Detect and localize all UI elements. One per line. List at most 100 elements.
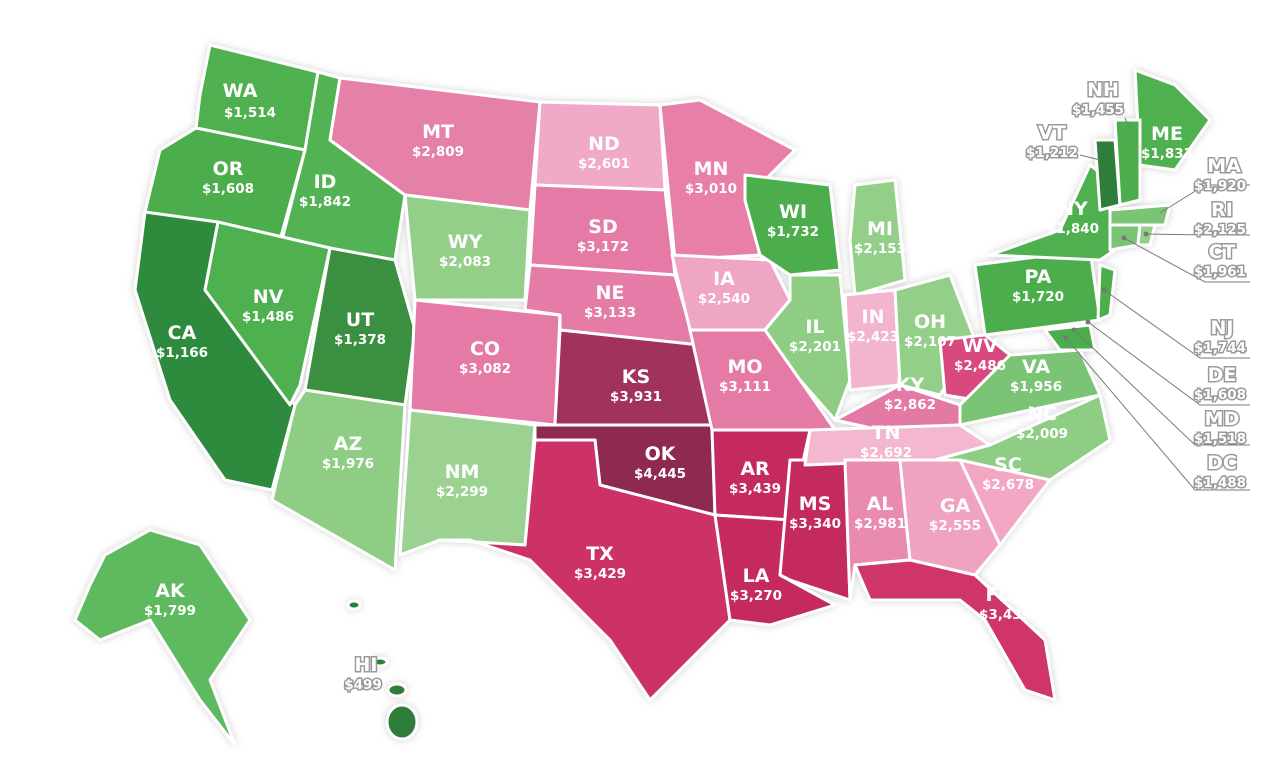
leader-dc	[1065, 337, 1250, 491]
label-nh-value: $1,455	[1072, 102, 1124, 118]
state-shape-fl[interactable]	[853, 558, 1057, 702]
leader-vt	[1079, 154, 1101, 161]
label-ny-abbr: NY	[1058, 198, 1088, 220]
label-ks-value: $3,931	[610, 389, 662, 405]
label-id-abbr: ID	[314, 171, 337, 193]
state-labels: WA $1,514 OR $1,608 CA $1,166 ID $1,842 …	[144, 80, 1193, 695]
label-dc-abbr: DC	[1207, 452, 1237, 474]
state-shape-hi-maui[interactable]	[386, 682, 408, 698]
state-shape-ma[interactable]	[1108, 203, 1172, 227]
label-in-abbr: IN	[862, 306, 885, 328]
label-co-value: $3,082	[459, 361, 511, 377]
leader-de	[1087, 321, 1250, 406]
state-shape-va[interactable]	[958, 348, 1102, 427]
label-oh-abbr: OH	[914, 311, 946, 333]
label-ia-abbr: IA	[713, 268, 735, 290]
label-nc-value: $2,009	[1016, 426, 1068, 442]
leader-ct	[1123, 237, 1250, 283]
state-shape-ak[interactable]	[73, 528, 252, 747]
label-va-value: $1,956	[1010, 379, 1062, 395]
label-tx-abbr: TX	[586, 543, 614, 565]
label-la-abbr: LA	[743, 565, 770, 587]
state-shape-mo[interactable]	[688, 328, 837, 432]
label-ne-value: $3,133	[584, 305, 636, 321]
label-ut-abbr: UT	[346, 309, 374, 331]
leader-nh	[1124, 117, 1131, 131]
state-shape-ga[interactable]	[898, 458, 1002, 577]
label-ia-value: $2,540	[698, 291, 750, 307]
label-az-value: $1,976	[322, 456, 374, 472]
state-shape-nj[interactable]	[1096, 263, 1117, 322]
label-ak-abbr: AK	[155, 580, 186, 602]
label-id-value: $1,842	[299, 194, 351, 210]
label-or-value: $1,608	[202, 181, 254, 197]
label-wa-abbr: WA	[223, 80, 258, 102]
label-nj-abbr: NJ	[1211, 317, 1234, 339]
label-de-value: $1,608	[1194, 387, 1246, 403]
label-ct-value: $1,961	[1194, 264, 1246, 280]
state-shape-ut[interactable]	[303, 246, 417, 407]
label-nm-abbr: NM	[445, 461, 480, 483]
label-ma-abbr: MA	[1207, 155, 1241, 177]
label-ct-abbr: CT	[1209, 241, 1236, 263]
label-va-abbr: VA	[1022, 356, 1050, 378]
label-mo-abbr: MO	[727, 356, 762, 378]
label-ut-value: $1,378	[334, 332, 386, 348]
label-vt-value: $1,212	[1026, 145, 1078, 161]
label-nv-value: $1,486	[242, 309, 294, 325]
label-az-abbr: AZ	[334, 433, 362, 455]
state-shape-hi-big[interactable]	[385, 703, 419, 741]
label-ri-value: $2,125	[1194, 222, 1246, 238]
label-ca-abbr: CA	[168, 322, 197, 344]
state-shape-az[interactable]	[270, 388, 407, 572]
state-shape-ny[interactable]	[988, 163, 1117, 262]
state-shape-hi-kauai[interactable]	[346, 599, 362, 611]
label-nm-value: $2,299	[436, 484, 488, 500]
label-wv-value: $2,486	[954, 358, 1006, 374]
label-nj-value: $1,744	[1194, 340, 1246, 356]
label-mt-value: $2,809	[412, 144, 464, 160]
label-ok-value: $4,445	[634, 466, 686, 482]
label-ny-value: $1,840	[1047, 221, 1099, 237]
label-pa-value: $1,720	[1012, 289, 1064, 305]
label-ok-abbr: OK	[645, 443, 677, 465]
label-ga-abbr: GA	[940, 495, 971, 517]
label-mt-abbr: MT	[422, 121, 454, 143]
label-mn-abbr: MN	[694, 158, 729, 180]
label-tx-value: $3,429	[574, 566, 626, 582]
label-ga-value: $2,555	[929, 518, 981, 534]
label-ks-abbr: KS	[622, 366, 650, 388]
callouts: NH $1,455 VT $1,212 MA $1,920 RI $2,125 …	[1024, 78, 1250, 493]
leader-nj	[1103, 289, 1250, 359]
state-shape-il[interactable]	[763, 273, 852, 422]
label-ar-abbr: AR	[740, 458, 770, 480]
label-pa-abbr: PA	[1025, 266, 1052, 288]
label-mo-value: $3,111	[719, 379, 771, 395]
label-al-value: $2,981	[854, 516, 906, 532]
state-shape-md[interactable]	[1043, 323, 1097, 352]
label-ak-value: $1,799	[144, 603, 196, 619]
label-ri-abbr: RI	[1211, 199, 1233, 221]
label-or-abbr: OR	[213, 158, 244, 180]
label-me-value: $1,833	[1141, 146, 1193, 162]
label-mi-value: $2,153	[854, 241, 906, 257]
state-shape-tx[interactable]	[438, 438, 732, 702]
label-md-abbr: MD	[1205, 408, 1240, 430]
label-wy-abbr: WY	[448, 231, 483, 253]
label-sd-value: $3,172	[577, 239, 629, 255]
leader-md	[1073, 329, 1250, 446]
label-nh-abbr: NH	[1087, 79, 1119, 101]
state-shape-mi[interactable]	[848, 178, 907, 297]
label-hi-abbr: HI	[355, 654, 378, 676]
label-in-value: $2,423	[847, 329, 899, 345]
label-co-abbr: CO	[470, 338, 500, 360]
label-mi-abbr: MI	[867, 218, 893, 240]
label-dc-value: $1,488	[1194, 475, 1246, 491]
state-shape-nv[interactable]	[203, 220, 332, 407]
label-ar-value: $3,439	[729, 481, 781, 497]
leader-ri	[1145, 233, 1250, 236]
label-ne-abbr: NE	[596, 282, 625, 304]
state-shape-hi-oahu[interactable]	[371, 656, 389, 668]
state-shape-nh[interactable]	[1113, 118, 1142, 207]
